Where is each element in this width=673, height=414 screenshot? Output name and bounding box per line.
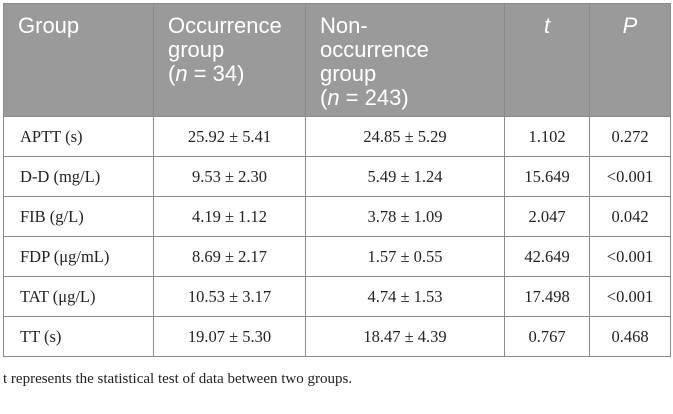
comparison-table: Group Occurrence group (n = 34) Non- occ…	[3, 3, 671, 357]
table-row: FDP (μg/mL) 8.69 ± 2.17 1.57 ± 0.55 42.6…	[3, 236, 671, 277]
row-label: FIB (g/L)	[3, 196, 154, 237]
table-container: Group Occurrence group (n = 34) Non- occ…	[3, 3, 671, 388]
p-value: <0.001	[589, 156, 671, 197]
occurrence-value: 25.92 ± 5.41	[153, 116, 306, 157]
header-occurrence-group: Occurrence group (n = 34)	[153, 3, 306, 117]
header-t: t	[504, 3, 590, 117]
non-occurrence-value: 5.49 ± 1.24	[305, 156, 505, 197]
header-non-occurrence-group: Non- occurrence group (n = 243)	[305, 3, 505, 117]
t-value: 17.498	[504, 276, 590, 317]
table-row: APTT (s) 25.92 ± 5.41 24.85 ± 5.29 1.102…	[3, 116, 671, 157]
t-value: 0.767	[504, 316, 590, 357]
non-occurrence-value: 1.57 ± 0.55	[305, 236, 505, 277]
t-value: 1.102	[504, 116, 590, 157]
non-occurrence-value: 4.74 ± 1.53	[305, 276, 505, 317]
row-label: TAT (μg/L)	[3, 276, 154, 317]
t-value: 42.649	[504, 236, 590, 277]
header-p: P	[589, 3, 671, 117]
header-group: Group	[3, 3, 154, 117]
header-row: Group Occurrence group (n = 34) Non- occ…	[3, 3, 671, 117]
table-row: D-D (mg/L) 9.53 ± 2.30 5.49 ± 1.24 15.64…	[3, 156, 671, 197]
p-value: <0.001	[589, 236, 671, 277]
p-value: <0.001	[589, 276, 671, 317]
table-footnote: t represents the statistical test of dat…	[3, 371, 353, 387]
row-label: D-D (mg/L)	[3, 156, 154, 197]
p-value: 0.272	[589, 116, 671, 157]
occurrence-value: 19.07 ± 5.30	[153, 316, 306, 357]
occurrence-value: 10.53 ± 3.17	[153, 276, 306, 317]
occurrence-value: 4.19 ± 1.12	[153, 196, 306, 237]
non-occurrence-value: 3.78 ± 1.09	[305, 196, 505, 237]
row-label: FDP (μg/mL)	[3, 236, 154, 277]
row-label: APTT (s)	[3, 116, 154, 157]
occurrence-value: 9.53 ± 2.30	[153, 156, 306, 197]
t-value: 15.649	[504, 156, 590, 197]
row-label: TT (s)	[3, 316, 154, 357]
occurrence-value: 8.69 ± 2.17	[153, 236, 306, 277]
t-value: 2.047	[504, 196, 590, 237]
table-row: FIB (g/L) 4.19 ± 1.12 3.78 ± 1.09 2.047 …	[3, 196, 671, 237]
p-value: 0.468	[589, 316, 671, 357]
table-row: TT (s) 19.07 ± 5.30 18.47 ± 4.39 0.767 0…	[3, 316, 671, 357]
table-row: TAT (μg/L) 10.53 ± 3.17 4.74 ± 1.53 17.4…	[3, 276, 671, 317]
non-occurrence-value: 18.47 ± 4.39	[305, 316, 505, 357]
p-value: 0.042	[589, 196, 671, 237]
non-occurrence-value: 24.85 ± 5.29	[305, 116, 505, 157]
